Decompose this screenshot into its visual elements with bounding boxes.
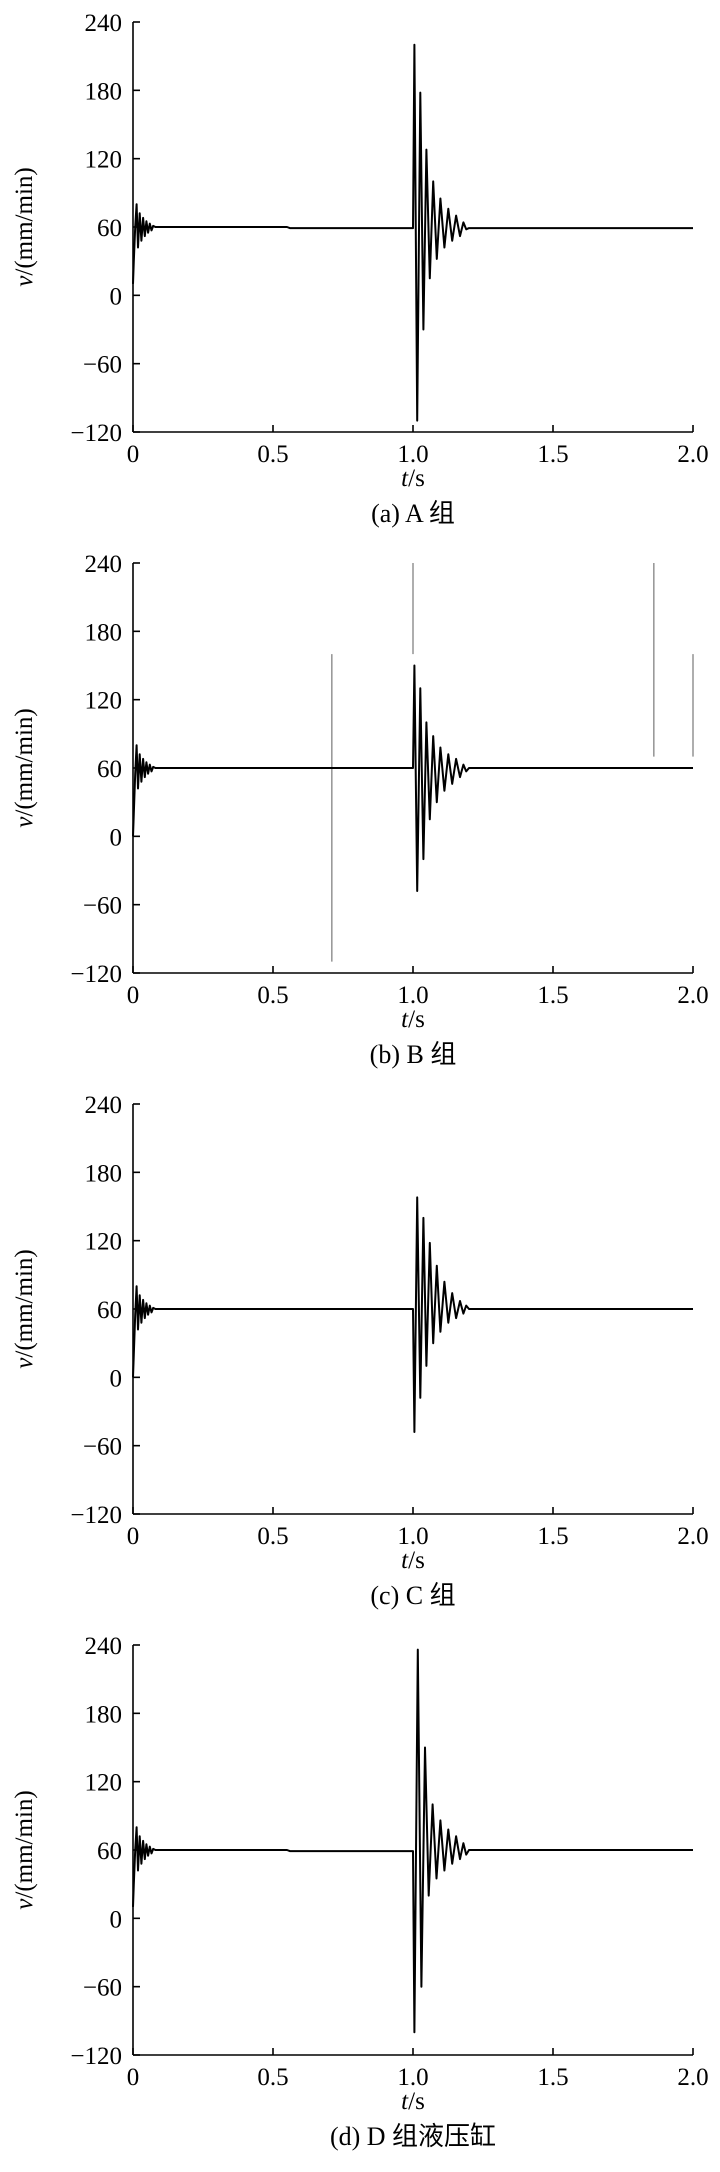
x-axis-unit: /s [408, 2088, 425, 2115]
y-tick-label: 180 [85, 78, 123, 105]
y-tick-label: 240 [85, 551, 123, 578]
x-tick-label: 1.0 [397, 441, 428, 468]
y-tick-label: 120 [85, 1770, 123, 1797]
x-axis-var: t [401, 2088, 409, 2115]
y-axis-title: v/(mm/min) [11, 1249, 38, 1368]
x-axis-var: t [401, 1006, 409, 1033]
y-tick-label: −60 [83, 1434, 122, 1461]
panel-caption: (a) A 组 [371, 499, 455, 528]
x-axis-unit: /s [408, 1006, 425, 1033]
y-tick-label: 0 [110, 1365, 123, 1392]
x-axis-unit: /s [408, 465, 425, 492]
y-axis-title: v/(mm/min) [11, 1790, 38, 1909]
x-tick-label: 0 [127, 982, 140, 1009]
y-tick-label: −120 [70, 961, 122, 988]
y-tick-label: 180 [85, 1160, 123, 1187]
x-tick-label: 1.0 [397, 1523, 428, 1550]
x-tick-label: 1.5 [537, 982, 568, 1009]
x-axis-var: t [401, 465, 409, 492]
y-axis-title: v/(mm/min) [11, 708, 38, 827]
chart-panel-b: −120 −60 0 60 120 180 240 0 0.5 1.0 1.5 2.0 t/s v/(mm… [11, 551, 709, 1069]
x-tick-label: 1.5 [537, 2064, 568, 2091]
x-tick-label: 1.0 [397, 982, 428, 1009]
y-tick-label: −120 [70, 1502, 122, 1529]
y-tick-label: 240 [85, 1092, 123, 1119]
x-tick-label: 0.5 [257, 982, 288, 1009]
y-tick-label: −60 [83, 1975, 122, 2002]
y-tick-label: 240 [85, 1633, 123, 1660]
y-tick-label: 60 [97, 1297, 122, 1324]
x-axis-title: t/s [401, 1006, 425, 1033]
y-tick-label: 0 [110, 283, 123, 310]
y-axis-title: v/(mm/min) [11, 167, 38, 286]
chart-panel-a: −120 −60 0 60 120 180 240 0 0.5 1.0 1.5 2.0 t/s v/(mm… [11, 10, 709, 528]
y-tick-label: −60 [83, 352, 122, 379]
series-line-1 [132, 1648, 693, 2034]
x-tick-label: 2.0 [677, 982, 708, 1009]
y-tick-label: 0 [110, 1906, 123, 1933]
x-tick-label: 2.0 [677, 441, 708, 468]
y-tick-label: 120 [85, 147, 123, 174]
x-tick-label: 0.5 [257, 2064, 288, 2091]
x-tick-label: 0 [127, 441, 140, 468]
panel-caption: (c) C 组 [370, 1581, 455, 1610]
x-tick-label: 0 [127, 2064, 140, 2091]
x-axis-title: t/s [401, 465, 425, 492]
y-tick-label: 180 [85, 619, 123, 646]
x-tick-label: 2.0 [677, 2064, 708, 2091]
y-axis-var: v [11, 1898, 38, 1910]
panel-caption: (d) D 组液压缸 [330, 2122, 496, 2151]
y-tick-label: 180 [85, 1701, 123, 1728]
y-tick-label: 120 [85, 688, 123, 715]
y-tick-label: −120 [70, 2043, 122, 2070]
chart-panel-c: −120 −60 0 60 120 180 240 0 0.5 1.0 1.5 2.0 t/s v/(mm… [11, 1092, 709, 1610]
x-tick-label: 1.5 [537, 441, 568, 468]
y-tick-label: 120 [85, 1229, 123, 1256]
x-axis-var: t [401, 1547, 409, 1574]
series-line-1 [132, 664, 693, 892]
y-tick-label: 0 [110, 824, 123, 851]
x-tick-label: 1.5 [537, 1523, 568, 1550]
y-axis-var: v [11, 816, 38, 828]
y-tick-label: 60 [97, 1838, 122, 1865]
x-tick-label: 0.5 [257, 441, 288, 468]
x-axis-title: t/s [401, 1547, 425, 1574]
y-axis-unit: /(mm/min) [11, 1249, 38, 1357]
series-line-1 [132, 43, 693, 422]
x-tick-label: 0.5 [257, 1523, 288, 1550]
y-tick-label: −60 [83, 893, 122, 920]
y-axis-var: v [11, 1357, 38, 1369]
x-axis-title: t/s [401, 2088, 425, 2115]
y-axis-unit: /(mm/min) [11, 167, 38, 275]
y-axis-var: v [11, 275, 38, 287]
y-axis-unit: /(mm/min) [11, 708, 38, 816]
chart-panel-d: −120 −60 0 60 120 180 240 0 0.5 1.0 1.5 2.0 t/s v/(mm… [11, 1633, 709, 2151]
y-axis-unit: /(mm/min) [11, 1790, 38, 1898]
y-tick-label: −120 [70, 420, 122, 447]
x-tick-label: 2.0 [677, 1523, 708, 1550]
panel-caption: (b) B 组 [370, 1040, 457, 1069]
y-tick-label: 240 [85, 10, 123, 37]
series-line-1 [132, 1196, 693, 1433]
y-tick-label: 60 [97, 756, 122, 783]
x-tick-label: 0 [127, 1523, 140, 1550]
x-tick-label: 1.0 [397, 2064, 428, 2091]
y-tick-label: 60 [97, 215, 122, 242]
x-axis-unit: /s [408, 1547, 425, 1574]
